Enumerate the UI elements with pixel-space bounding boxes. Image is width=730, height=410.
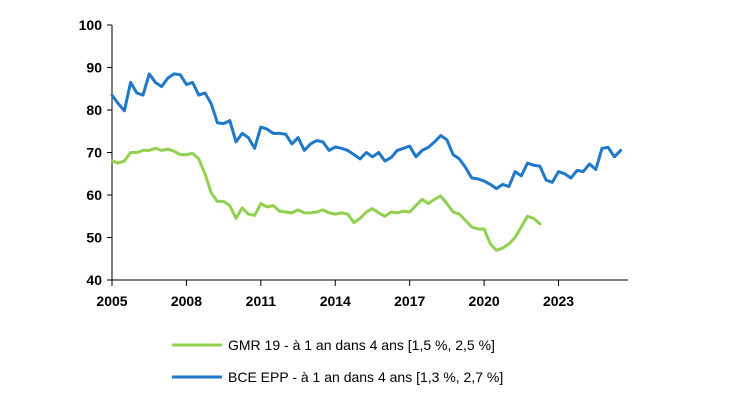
y-tick-label: 80 xyxy=(86,102,102,118)
y-tick-label: 90 xyxy=(86,60,102,76)
legend: GMR 19 - à 1 an dans 4 ans [1,5 %, 2,5 %… xyxy=(172,337,503,385)
x-tick-label: 2023 xyxy=(543,293,574,309)
series-line-1 xyxy=(110,146,542,252)
legend-label-series-1: GMR 19 - à 1 an dans 4 ans [1,5 %, 2,5 %… xyxy=(228,337,495,353)
x-tick-label: 2011 xyxy=(246,293,277,309)
series-layer xyxy=(110,72,623,252)
y-axis-ticks xyxy=(107,24,112,281)
x-tick-label: 2005 xyxy=(96,293,127,309)
legend-label-series-2: BCE EPP - à 1 an dans 4 ans [1,3 %, 2,7 … xyxy=(228,369,503,385)
x-axis-tick-labels: 2005 2008 2011 2014 2017 2020 2023 xyxy=(96,293,574,309)
y-tick-label: 70 xyxy=(86,145,102,161)
x-tick-label: 2014 xyxy=(320,293,351,309)
y-tick-label: 60 xyxy=(86,187,102,203)
x-axis-ticks xyxy=(111,280,560,286)
x-tick-label: 2008 xyxy=(171,293,202,309)
x-tick-label: 2020 xyxy=(469,293,500,309)
x-tick-label: 2017 xyxy=(394,293,425,309)
series-line-2 xyxy=(110,72,623,191)
y-tick-label: 100 xyxy=(79,17,103,33)
y-tick-label: 40 xyxy=(86,272,102,288)
y-tick-label: 50 xyxy=(86,230,102,246)
y-axis-tick-labels: 40 50 60 70 80 90 100 xyxy=(79,17,103,288)
